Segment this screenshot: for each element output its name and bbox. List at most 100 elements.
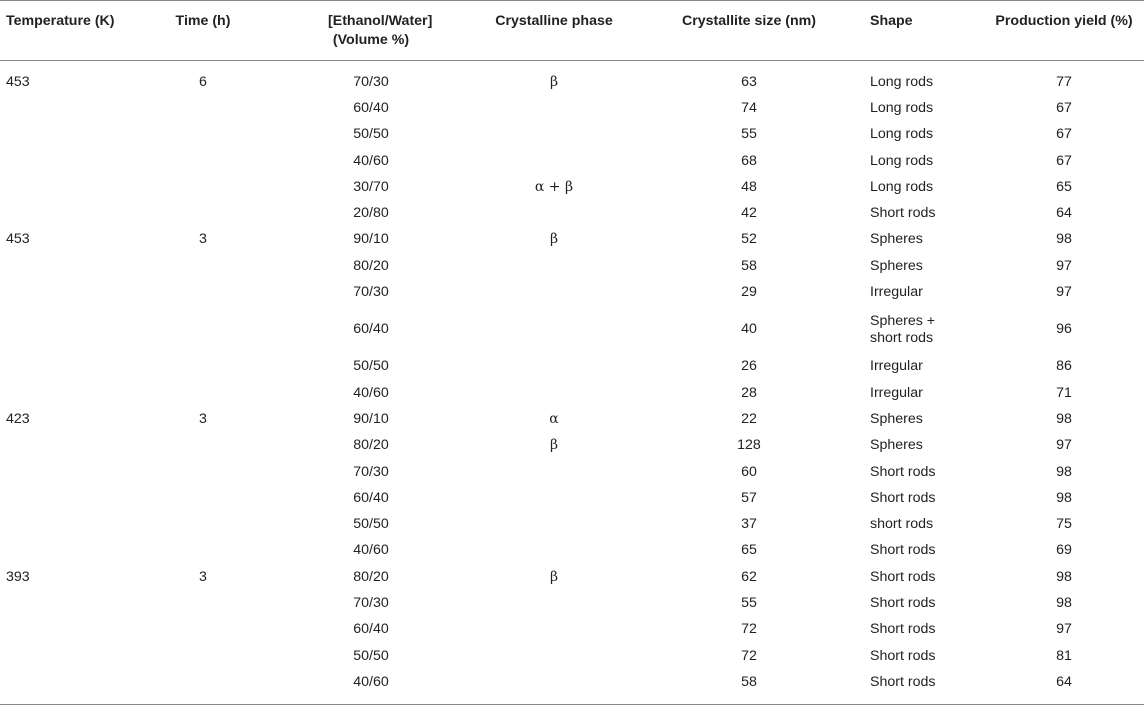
cell-shape: Short rods (870, 647, 936, 664)
table-header: Temperature (K) Time (h) [Ethanol/Water]… (0, 0, 1144, 61)
cell-crystallite-size: 42 (741, 205, 757, 222)
cell-ethanol-water: 80/20 (353, 568, 389, 585)
cell-temperature (0, 485, 138, 511)
cell-shape: Long rods (870, 73, 934, 90)
cell-ethanol-water: 80/20 (353, 437, 389, 454)
table-row: 50/50 37 short rods 75 (0, 511, 1144, 537)
cell-ethanol-water: 90/10 (353, 410, 389, 427)
cell-production-yield: 67 (1056, 99, 1072, 116)
cell-crystallite-size: 48 (741, 178, 757, 195)
cell-temperature (0, 354, 138, 380)
cell-crystalline-phase (474, 617, 634, 643)
table-row: 50/50 26 Irregular 86 (0, 354, 1144, 380)
cell-crystallite-size: 74 (741, 99, 757, 116)
header-shape: Shape (864, 0, 984, 61)
cell-ethanol-water: 50/50 (353, 516, 389, 533)
cell-crystallite-size: 63 (741, 73, 757, 90)
cell-ethanol-water: 30/70 (353, 178, 389, 195)
cell-temperature (0, 122, 138, 148)
header-production-yield: Production yield (%) (984, 0, 1144, 61)
cell-production-yield: 96 (1056, 321, 1072, 338)
cell-crystalline-phase (474, 485, 634, 511)
header-row: Temperature (K) Time (h) [Ethanol/Water]… (0, 0, 1144, 61)
cell-time (138, 617, 268, 643)
table-row: 20/80 42 Short rods 64 (0, 200, 1144, 226)
cell-temperature (0, 669, 138, 705)
cell-ethanol-water: 70/30 (353, 594, 389, 611)
cell-ethanol-water: 60/40 (353, 321, 389, 338)
cell-shape: Short rods (870, 489, 936, 506)
header-time: Time (h) (138, 0, 268, 61)
table-body: 453 6 70/30 β 63 Long rods 77 60/40 74 Long rods 6… (0, 61, 1144, 705)
cell-temperature (0, 253, 138, 279)
cell-time: 3 (199, 568, 207, 585)
cell-temperature (0, 459, 138, 485)
cell-production-yield: 98 (1056, 410, 1072, 427)
header-ethanol-water: [Ethanol/Water] (Volume %) (268, 0, 474, 61)
table-row: 30/70 α + β 48 Long rods 65 (0, 174, 1144, 200)
cell-crystalline-phase: α (549, 410, 559, 427)
cell-shape: Long rods (870, 152, 934, 169)
cell-temperature (0, 617, 138, 643)
table-row: 60/40 40 Spheres + short rods 96 (0, 306, 1144, 354)
cell-ethanol-water: 60/40 (353, 621, 389, 638)
cell-shape: Short rods (864, 669, 984, 705)
cell-production-yield: 97 (1056, 437, 1072, 454)
cell-time (138, 511, 268, 537)
cell-crystalline-phase (474, 279, 634, 305)
cell-production-yield: 98 (1056, 463, 1072, 480)
cell-shape: Short rods (870, 568, 936, 585)
table-row: 60/40 74 Long rods 67 (0, 95, 1144, 121)
table-row: 40/60 58 Short rods 64 (0, 669, 1144, 705)
cell-crystalline-phase: β (549, 437, 559, 454)
cell-production-yield: 97 (1056, 284, 1072, 301)
cell-shape: Irregular (870, 358, 923, 375)
cell-time: 3 (199, 410, 207, 427)
cell-time (138, 148, 268, 174)
cell-ethanol-water: 70/30 (353, 73, 389, 90)
cell-time (138, 485, 268, 511)
cell-time (138, 122, 268, 148)
cell-time: 6 (199, 73, 207, 90)
cell-production-yield: 65 (1056, 178, 1072, 195)
cell-ethanol-water: 50/50 (353, 647, 389, 664)
cell-crystallite-size: 29 (741, 284, 757, 301)
header-crystalline-phase: Crystalline phase (474, 0, 634, 61)
cell-crystallite-size: 128 (737, 437, 761, 454)
cell-production-yield: 64 (984, 669, 1144, 705)
cell-crystallite-size: 62 (741, 568, 757, 585)
cell-ethanol-water: 60/40 (353, 489, 389, 506)
table-row: 60/40 72 Short rods 97 (0, 617, 1144, 643)
cell-temperature (0, 380, 138, 406)
table-row: 60/40 57 Short rods 98 (0, 485, 1144, 511)
cell-crystalline-phase (474, 95, 634, 121)
cell-ethanol-water: 40/60 (353, 152, 389, 169)
cell-production-yield: 69 (1056, 542, 1072, 559)
cell-crystalline-phase (474, 306, 634, 354)
cell-crystallite-size: 26 (741, 358, 757, 375)
cell-production-yield: 97 (1056, 621, 1072, 638)
cell-temperature (0, 95, 138, 121)
cell-time (138, 200, 268, 226)
table-row: 70/30 60 Short rods 98 (0, 459, 1144, 485)
cell-production-yield: 67 (1056, 126, 1072, 143)
cell-crystalline-phase: α + β (534, 178, 574, 195)
cell-shape: Long rods (870, 178, 934, 195)
cell-time (138, 354, 268, 380)
table-row: 50/50 55 Long rods 67 (0, 122, 1144, 148)
cell-crystallite-size: 65 (741, 542, 757, 559)
cell-ethanol-water: 70/30 (353, 284, 389, 301)
cell-crystalline-phase (474, 253, 634, 279)
cell-crystallite-size: 58 (741, 257, 757, 274)
cell-time (138, 253, 268, 279)
cell-temperature (0, 200, 138, 226)
cell-ethanol-water: 60/40 (353, 99, 389, 116)
table-row: 423 3 90/10 α 22 Spheres 98 (0, 406, 1144, 432)
cell-ethanol-water: 20/80 (353, 205, 389, 222)
cell-production-yield: 98 (1056, 594, 1072, 611)
cell-production-yield: 86 (1056, 358, 1072, 375)
cell-production-yield: 81 (1056, 647, 1072, 664)
cell-temperature (0, 279, 138, 305)
cell-shape: Short rods (870, 463, 936, 480)
cell-crystallite-size: 57 (741, 489, 757, 506)
